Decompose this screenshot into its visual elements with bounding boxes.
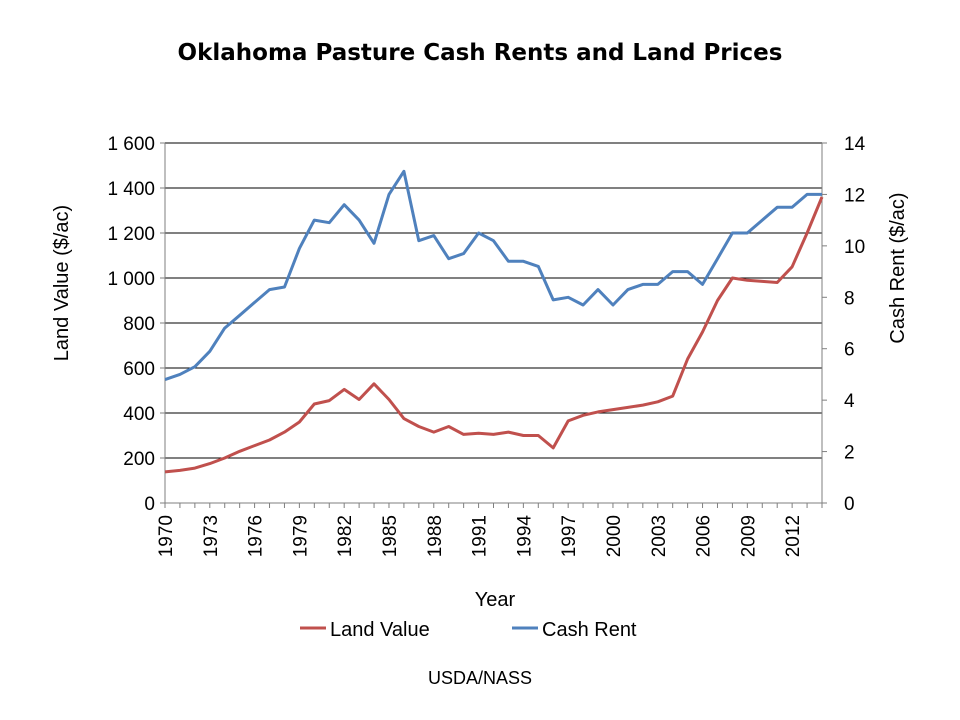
x-tick-label: 2003: [649, 515, 670, 557]
x-tick-label: 1991: [470, 515, 491, 557]
y-right-tick-label: 0: [844, 494, 855, 515]
series-line-cash-rent: [164, 169, 822, 382]
y-right-tick-label: 8: [844, 288, 855, 309]
legend: Land Value Cash Rent: [300, 619, 637, 641]
y-left-tick-label: 600: [123, 359, 155, 380]
y-axis-left-label: Land Value ($/ac): [51, 205, 73, 361]
y-left-tick-label: 400: [123, 404, 155, 425]
x-tick-label: 2012: [783, 515, 804, 557]
y-left-tick-label: 200: [123, 449, 155, 470]
y-left-tick-label: 1 600: [107, 134, 155, 155]
x-tick-label: 1976: [246, 515, 267, 557]
y-right-tick-label: 6: [844, 340, 855, 361]
series-line-land-value: [164, 196, 824, 474]
source-note: USDA/NASS: [427, 668, 533, 688]
x-axis-label: Year: [475, 589, 516, 611]
x-tick-label: 1973: [201, 515, 222, 557]
x-tick-label: 1970: [156, 515, 177, 557]
y-left-tick-label: 0: [144, 494, 155, 515]
y-axis-right-label: Cash Rent ($/ac): [887, 192, 909, 343]
y-right-tick-label: 2: [844, 443, 855, 464]
x-tick-label: 1982: [335, 515, 356, 557]
legend-label-cash-rent: Cash Rent: [542, 619, 637, 641]
x-tick-label: 2000: [604, 515, 625, 557]
legend-label-land-value: Land Value: [330, 619, 430, 641]
y-left-tick-label: 1 200: [107, 224, 155, 245]
y-right-tick-label: 14: [844, 134, 866, 155]
x-tick-label: 1985: [380, 515, 401, 557]
y-right-tick-label: 10: [844, 237, 865, 258]
grid-layer: [165, 142, 822, 459]
x-tick-label: 1994: [514, 515, 535, 558]
y-right-tick-label: 12: [844, 185, 865, 206]
x-tick-label: 1997: [559, 515, 580, 557]
x-tick-label: 1979: [290, 515, 311, 557]
x-tick-label: 1988: [425, 515, 446, 557]
y-left-tick-label: 800: [123, 314, 155, 335]
y-right-tick-label: 4: [844, 391, 855, 412]
chart-title: Oklahoma Pasture Cash Rents and Land Pri…: [177, 40, 783, 66]
tick-layer: 0 200 400 600 800 1 000 1 200 1 400 1 600 0 2 4 6 8 10…: [107, 134, 865, 557]
series-layer: [164, 169, 824, 474]
y-left-tick-label: 1 000: [107, 269, 155, 290]
x-tick-label: 2006: [694, 515, 715, 557]
x-tick-label: 2009: [738, 515, 759, 557]
y-left-tick-label: 1 400: [107, 179, 155, 200]
